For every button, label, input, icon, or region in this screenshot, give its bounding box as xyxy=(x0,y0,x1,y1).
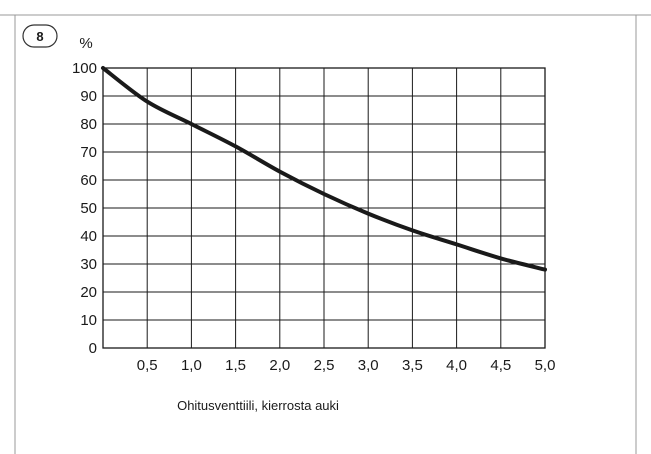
y-tick-label: 20 xyxy=(80,284,97,301)
y-tick-label: 80 xyxy=(80,116,97,133)
plot-frame xyxy=(102,67,546,349)
figure-number: 8 xyxy=(36,29,43,44)
x-tick-label: 5,0 xyxy=(535,357,556,374)
y-tick-label: 40 xyxy=(80,228,97,245)
y-tick-labels: 0 10 20 30 40 50 60 70 80 90 100 xyxy=(72,60,97,357)
grid-lines xyxy=(103,68,545,348)
x-tick-label: 4,0 xyxy=(446,357,467,374)
data-series xyxy=(101,66,547,272)
x-tick-label: 4,5 xyxy=(490,357,511,374)
plot-area-border xyxy=(102,67,546,349)
y-tick-label: 90 xyxy=(80,88,97,105)
x-tick-label: 3,0 xyxy=(358,357,379,374)
y-tick-label: 70 xyxy=(80,144,97,161)
x-axis-label: Ohitusventtiili, kierrosta auki xyxy=(177,398,339,413)
y-tick-label: 100 xyxy=(72,60,97,77)
series-line xyxy=(101,66,547,272)
x-tick-label: 2,0 xyxy=(269,357,290,374)
x-tick-labels: 0,5 1,0 1,5 2,0 2,5 3,0 3,5 4,0 4,5 5,0 xyxy=(137,357,556,374)
y-tick-label: 10 xyxy=(80,312,97,329)
y-axis-unit-label: % xyxy=(79,35,92,52)
y-tick-label: 30 xyxy=(80,256,97,273)
y-tick-label: 50 xyxy=(80,200,97,217)
y-tick-label: 0 xyxy=(89,340,97,357)
y-tick-label: 60 xyxy=(80,172,97,189)
x-tick-label: 2,5 xyxy=(314,357,335,374)
x-tick-label: 1,0 xyxy=(181,357,202,374)
x-tick-label: 3,5 xyxy=(402,357,423,374)
x-tick-label: 0,5 xyxy=(137,357,158,374)
figure-number-badge: 8 xyxy=(22,24,58,48)
figure-number-badge-outline xyxy=(22,24,58,48)
x-tick-label: 1,5 xyxy=(225,357,246,374)
